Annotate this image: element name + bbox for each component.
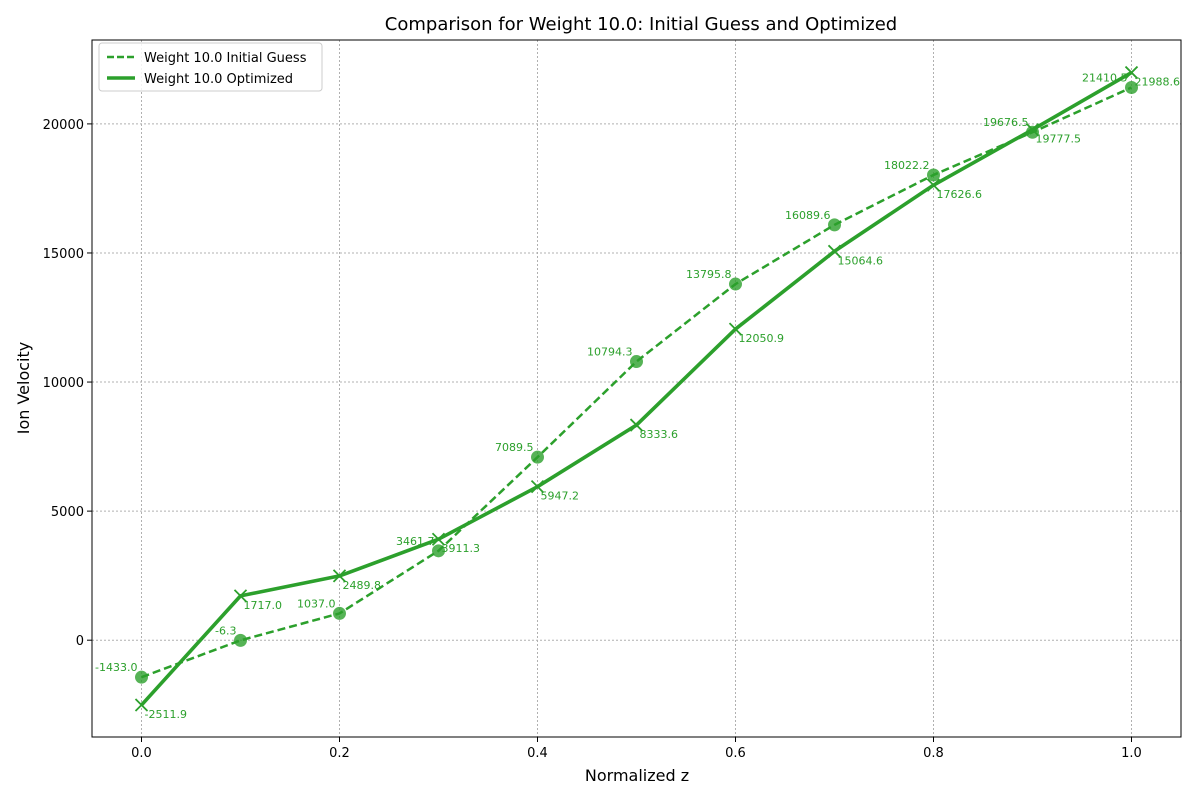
legend-entry-label: Weight 10.0 Optimized xyxy=(144,72,293,87)
optimized-data-label: 19777.5 xyxy=(1036,133,1082,146)
optimized-point-stroke xyxy=(332,569,347,583)
optimized-point-stroke xyxy=(1124,65,1139,80)
optimized-point-stroke xyxy=(728,322,743,336)
initial-guess-point xyxy=(333,606,346,620)
initial-guess-data-label: 13795.8 xyxy=(686,268,732,281)
optimized-data-label: 1717.0 xyxy=(244,599,283,612)
optimized-point xyxy=(827,244,842,258)
y-tick-label: 0 xyxy=(76,634,84,649)
optimized-point-stroke xyxy=(134,698,149,712)
initial-guess-data-label: 3461.7 xyxy=(396,535,435,548)
optimized-data-label: 21988.6 xyxy=(1135,76,1181,89)
initial-guess-data-label: 1037.0 xyxy=(297,597,336,610)
initial-guess-point xyxy=(531,450,544,464)
initial-guess-point xyxy=(927,168,940,182)
optimized-point xyxy=(1025,123,1040,137)
optimized-data-label: -2511.9 xyxy=(145,708,187,721)
optimized-point xyxy=(233,589,248,603)
legend: Weight 10.0 Initial Guess Weight 10.0 Opt… xyxy=(98,42,323,92)
initial-guess-point xyxy=(135,670,148,684)
initial-guess-data-label: 21410.5 xyxy=(1082,71,1128,84)
initial-guess-line xyxy=(141,86,1133,679)
x-tick-label: 0.0 xyxy=(131,746,152,761)
initial-guess-data-label: -6.3 xyxy=(215,624,236,637)
optimized-point-stroke xyxy=(827,244,842,258)
optimized-point-stroke xyxy=(530,480,545,494)
optimized-point-stroke xyxy=(926,178,941,192)
x-tick-label: 0.6 xyxy=(725,746,746,761)
chart-title: Comparison for Weight 10.0: Initial Gues… xyxy=(385,14,897,35)
optimized-data-label: 12050.9 xyxy=(739,332,785,345)
initial-guess-point xyxy=(432,544,445,558)
plot-frame xyxy=(91,39,1182,738)
initial-guess-point xyxy=(630,355,643,369)
initial-guess-point xyxy=(828,218,841,232)
legend-box xyxy=(98,42,323,92)
initial-guess-data-label: 10794.3 xyxy=(587,346,633,359)
optimized-point xyxy=(1124,65,1139,80)
optimized-point-stroke xyxy=(431,532,446,546)
grid-lines xyxy=(92,40,1181,737)
y-tick-label: 20000 xyxy=(43,118,84,133)
initial-guess-data-label: 7089.5 xyxy=(495,441,534,454)
optimized-point xyxy=(629,418,644,432)
x-tick-label: 0.2 xyxy=(329,746,350,761)
initial-guess-point xyxy=(729,277,742,291)
y-tick-label: 15000 xyxy=(43,247,84,262)
optimized-point-stroke xyxy=(629,418,644,432)
optimized-data-label: 3911.3 xyxy=(442,542,481,555)
legend-entry-label: Weight 10.0 Initial Guess xyxy=(144,51,307,66)
x-axis-label: Normalized z xyxy=(585,766,689,785)
optimized-point-stroke xyxy=(233,589,248,603)
optimized-data-label: 15064.6 xyxy=(838,254,884,267)
x-tick-label: 0.8 xyxy=(923,746,944,761)
optimized-point xyxy=(926,178,941,192)
initial-guess-point xyxy=(1125,80,1138,94)
x-tick-label: 0.4 xyxy=(527,746,548,761)
optimized-point xyxy=(431,532,446,546)
initial-guess-point xyxy=(234,633,247,647)
x-tick-label: 1.0 xyxy=(1121,746,1142,761)
optimized-point xyxy=(530,480,545,494)
initial-guess-data-label: 16089.6 xyxy=(785,209,831,222)
data-labels-layer: -1433.0 -6.3 1037.0 3461.7 7089.5 10794.3 1379… xyxy=(95,71,1180,721)
optimized-point xyxy=(332,569,347,583)
optimized-point xyxy=(728,322,743,336)
optimized-data-label: 17626.6 xyxy=(937,188,983,201)
axis-ticks: 0.0 0.2 0.4 0.6 0.8 1.0 0 5000 10000 15000 20000 xyxy=(43,118,1142,761)
series-layer xyxy=(134,65,1139,712)
optimized-point xyxy=(134,698,149,712)
initial-guess-data-label: 19676.5 xyxy=(983,116,1029,129)
y-axis-label: Ion Velocity xyxy=(14,342,33,435)
optimized-data-label: 2489.8 xyxy=(343,579,382,592)
optimized-point-stroke xyxy=(1025,123,1040,137)
optimized-data-label: 8333.6 xyxy=(640,428,679,441)
optimized-data-label: 5947.2 xyxy=(541,490,580,503)
initial-guess-data-label: 18022.2 xyxy=(884,159,930,172)
y-tick-label: 10000 xyxy=(43,376,84,391)
initial-guess-data-label: -1433.0 xyxy=(95,661,137,674)
y-tick-label: 5000 xyxy=(51,505,84,520)
